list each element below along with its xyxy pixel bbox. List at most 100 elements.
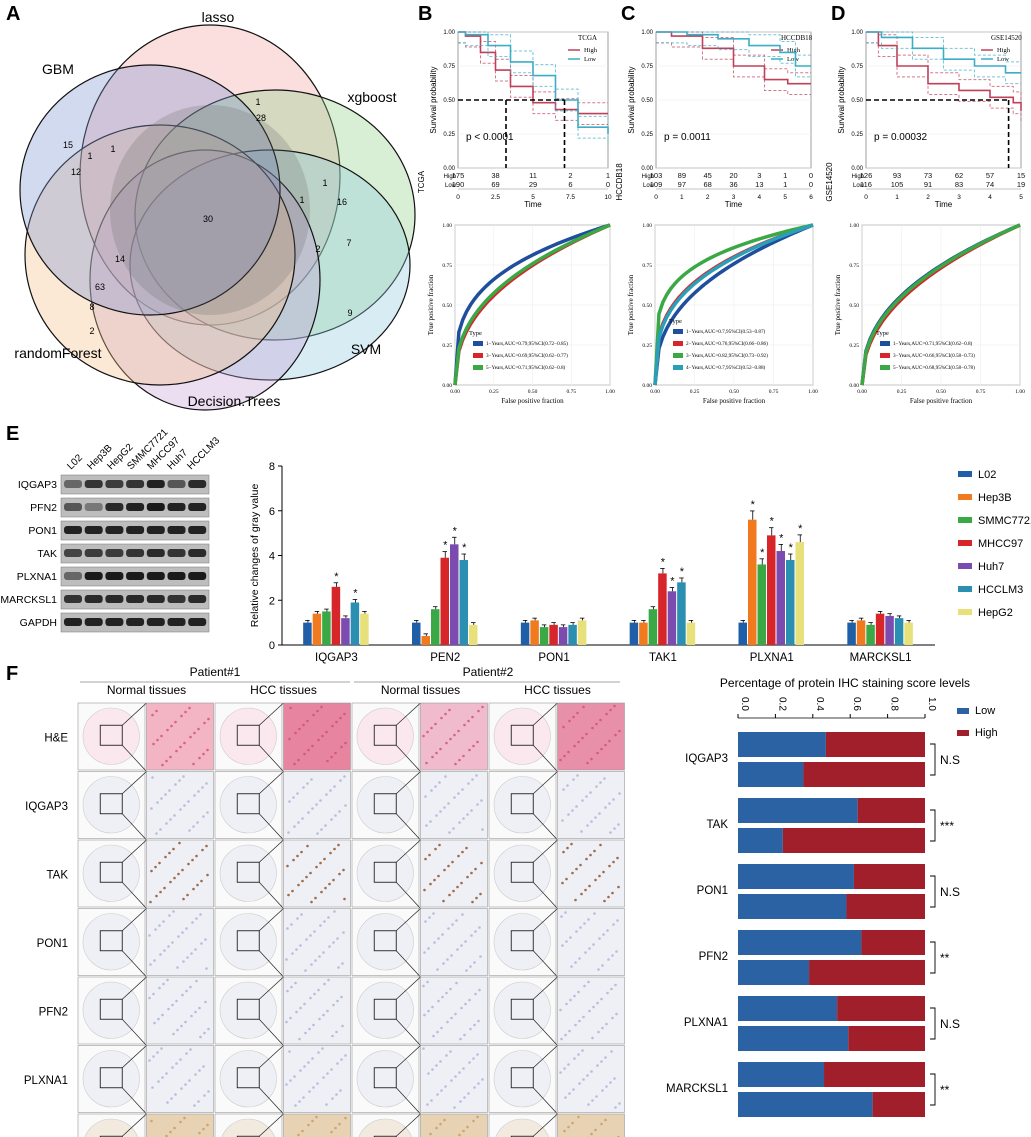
bar (469, 624, 478, 645)
ihc-cell-nucleus (575, 867, 578, 871)
ihc-cell-nucleus (447, 864, 450, 868)
ihc-cell-nucleus (161, 1076, 164, 1079)
ihc-cell-nucleus (159, 828, 162, 831)
ihc-zoom-line (395, 745, 421, 772)
ihc-cell-nucleus (601, 1089, 604, 1092)
ihc-cell-nucleus (562, 725, 565, 729)
ihc-cell-nucleus (454, 762, 457, 766)
ihc-cell-nucleus (195, 917, 198, 920)
ihc-sig-label: N.S (940, 1017, 960, 1031)
ihc-zoom-line (259, 771, 284, 795)
ihc-cell-nucleus (206, 811, 209, 814)
blot-protein-label: PLXNA1 (17, 571, 57, 583)
ihc-cell-nucleus (320, 828, 323, 831)
ihc-cell-nucleus (559, 758, 562, 762)
ihc-cell-nucleus (583, 984, 586, 988)
ihc-cell-nucleus (341, 1024, 344, 1028)
ihc-cell-nucleus (599, 843, 602, 847)
bar (786, 559, 795, 645)
ihc-cell-nucleus (459, 1100, 462, 1103)
bar (904, 622, 913, 645)
roc-xtick: 0.50 (528, 389, 538, 395)
ihc-cell-nucleus (177, 935, 180, 938)
ihc-protein-label: IQGAP3 (685, 753, 728, 765)
ihc-zoom-box (99, 1067, 123, 1089)
ihc-zoom-line (533, 1045, 558, 1069)
blot-band (167, 618, 186, 626)
ihc-cell-nucleus (173, 1126, 176, 1130)
blot-band (64, 549, 82, 557)
ihc-cell-nucleus (340, 745, 343, 749)
ihc-cell-nucleus (315, 803, 318, 806)
ihc-bar-low (738, 1092, 873, 1117)
ihc-cell-nucleus (432, 912, 435, 915)
ihc-zoom-box (236, 930, 260, 952)
ihc-cell-nucleus (457, 729, 460, 733)
ihc-cell-nucleus (184, 710, 187, 714)
ihc-cell-nucleus (439, 810, 442, 813)
roc-curve (453, 223, 611, 386)
ihc-cell-nucleus (613, 1077, 616, 1080)
blot-band (64, 572, 82, 580)
bar (866, 624, 875, 645)
km-xtick: 2 (926, 194, 930, 201)
ihc-cell-nucleus (286, 927, 289, 930)
blot-band (167, 572, 186, 580)
km-risk-value: 93 (893, 171, 901, 180)
ihc-cell-nucleus (451, 923, 454, 926)
ihc-cell-nucleus (587, 980, 590, 984)
km-risk-row-label: Low (643, 183, 655, 189)
ihc-cell-nucleus (328, 945, 331, 948)
ihc-tissue-core (82, 981, 140, 1039)
bar-significance-star: * (353, 588, 358, 600)
ihc-bar-low (738, 1026, 849, 1051)
km-risk-value: 38 (491, 171, 499, 180)
km-xtick: 6 (809, 194, 813, 201)
ihc-cell-nucleus (344, 1116, 347, 1120)
ihc-cell-nucleus (327, 978, 330, 982)
blot-protein-label: GAPDH (20, 617, 57, 629)
km-risk-value: 74 (986, 180, 994, 189)
roc-xtick: 0.50 (936, 389, 946, 395)
km-plot-hccdb18: 1.000.750.500.250.000 1 2 3 4 5 6TimeSurvival … (615, 30, 813, 209)
ihc-cell-nucleus (289, 706, 292, 710)
ihc-cell-nucleus (581, 736, 584, 740)
ihc-zoom-line (532, 950, 558, 978)
ihc-cell-nucleus (151, 776, 154, 779)
km-pvalue: p = 0.00032 (874, 132, 928, 143)
venn-count: 1 (87, 151, 92, 161)
ihc-cell-nucleus (431, 755, 434, 759)
ihc-cell-nucleus (163, 886, 166, 890)
ihc-cell-nucleus (463, 1096, 466, 1099)
km-ci-band (866, 42, 1021, 85)
ihc-cell-nucleus (614, 983, 617, 987)
ihc-cell-nucleus (448, 708, 451, 712)
bar (577, 620, 587, 645)
ihc-zoom-line (532, 1087, 558, 1115)
ihc-cell-nucleus (587, 1103, 590, 1106)
ihc-zoom-box (99, 861, 123, 883)
ihc-bar-low (738, 894, 847, 919)
roc-plot-tcga: 0.000.00 0.25 0.25 0.50 0.50 0.75 0.75 1.00 1.00… (427, 223, 615, 405)
roc-xtick: 0.00 (857, 389, 867, 395)
ihc-protein-label: PFN2 (699, 951, 728, 963)
roc-legend-label: 1−Years,AUC=0.79,95%CI(0.72−0.85) (486, 340, 568, 347)
ihc-cell-nucleus (172, 847, 175, 851)
ihc-cell-nucleus (562, 788, 565, 791)
bar-ylabel: Relative changes of gray value (249, 484, 261, 628)
roc-xlabel: False positive fraction (703, 397, 766, 405)
venn-count: 7 (346, 238, 351, 248)
bar-significance-star: * (443, 540, 448, 552)
ihc-cell-nucleus (325, 730, 328, 734)
ihc-cell-nucleus (604, 743, 607, 747)
ihc-cell-nucleus (193, 794, 196, 797)
ihc-cell-nucleus (476, 740, 479, 744)
ihc-cell-nucleus (565, 877, 568, 881)
ihc-patient-label: Patient#1 (190, 665, 241, 679)
ihc-cell-nucleus (573, 1057, 576, 1060)
km-risk-value: 89 (678, 171, 686, 180)
ihc-zoom-line (259, 976, 284, 1000)
ihc-zoom-box (373, 861, 397, 883)
ihc-cell-nucleus (582, 1015, 585, 1019)
roc-ytick: 0.00 (642, 383, 652, 389)
